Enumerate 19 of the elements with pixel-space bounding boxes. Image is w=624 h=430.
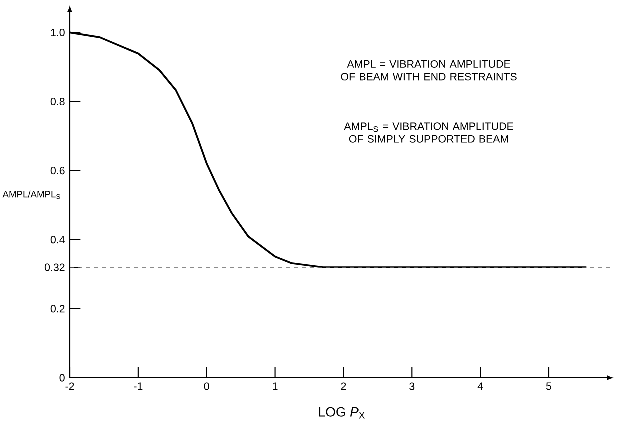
y-tick-label: 1.0 (51, 28, 65, 36)
x-tick-label: 4 (478, 382, 484, 390)
y-tick-label: 0.32 (44, 264, 65, 272)
x-tick-label: -2 (66, 382, 74, 390)
x-tick-label: 5 (546, 382, 552, 390)
y-tick-label: 0.2 (50, 305, 65, 313)
x-tick-label: 0 (204, 382, 210, 390)
x-tick-label: -1 (134, 382, 143, 390)
x-tick-label: 3 (410, 382, 415, 390)
y-tick-label: 0 (60, 374, 65, 382)
annotation: AMPL = VIBRATION AMPLITUDE OF BEAM WITH END RESTRAINTS (341, 60, 517, 81)
y-tick-label: 0.8 (50, 98, 65, 106)
y-axis-title: AMPL/AMPL$_{S}$ (2, 190, 60, 200)
y-tick-label: 0.4 (50, 236, 65, 244)
x-axis-title: LOG P$_{X}$ (319, 407, 365, 419)
y-tick-label: 0.6 (50, 167, 65, 175)
x-tick-label: 1 (273, 382, 278, 390)
x-tick-label: 2 (341, 382, 346, 390)
annotation: AMPL$_{S}$ = VIBRATION AMPLITUDE OF SIMPLY SUPPORTED BEAM (344, 122, 514, 143)
